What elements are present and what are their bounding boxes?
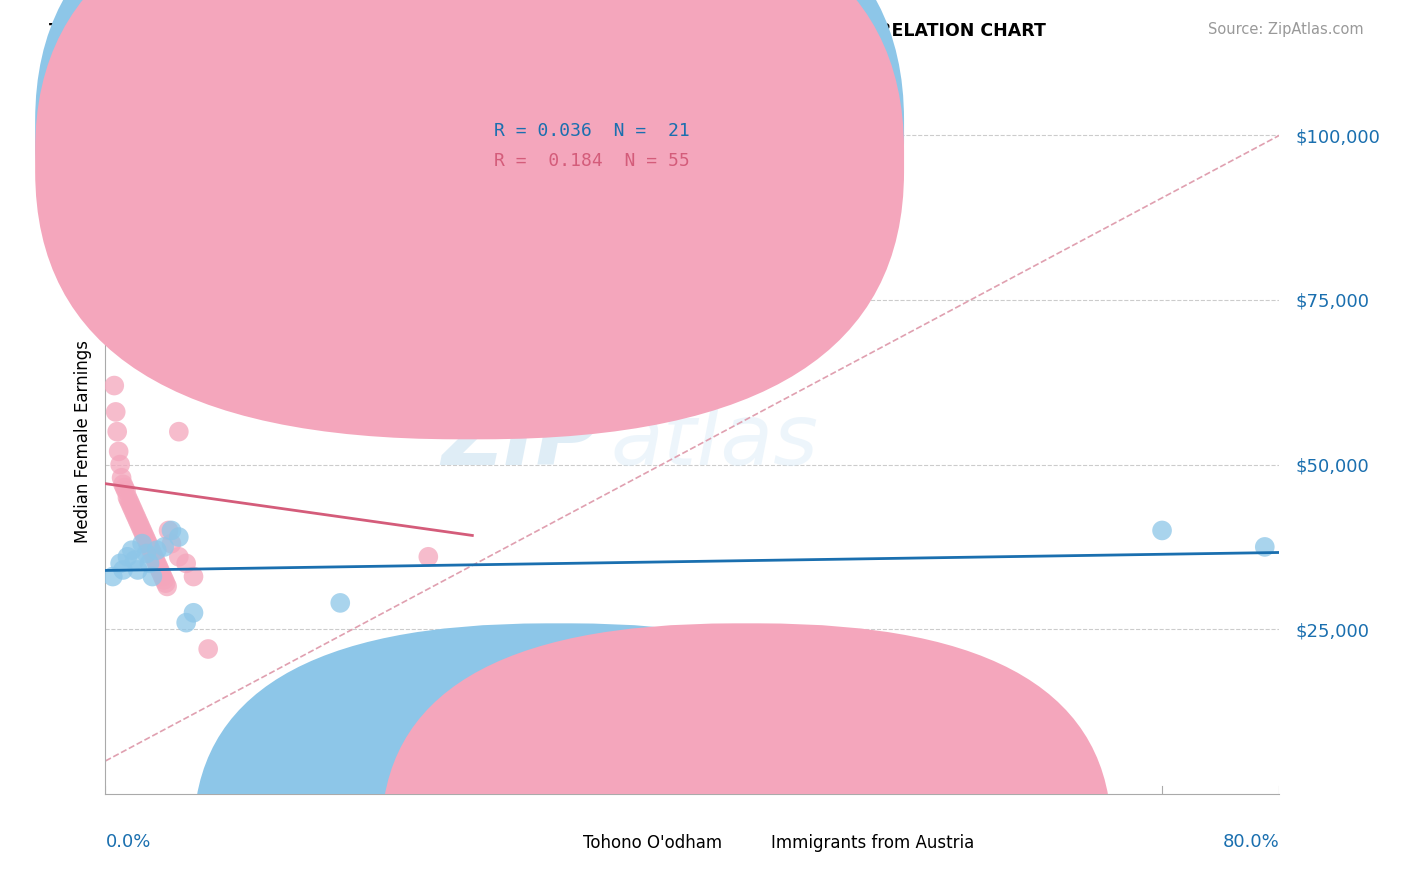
Point: [142, 549, 165, 564]
Point: [122, 504, 145, 518]
Point: [124, 507, 146, 521]
Point: [108, 458, 131, 472]
Point: [418, 549, 440, 564]
Point: [183, 569, 205, 583]
Point: [117, 549, 139, 564]
Point: [101, 569, 124, 583]
Point: [146, 543, 169, 558]
Point: [124, 553, 146, 567]
Point: [388, 655, 411, 669]
FancyBboxPatch shape: [381, 624, 1112, 892]
FancyBboxPatch shape: [194, 624, 924, 892]
Text: 80.0%: 80.0%: [1223, 832, 1279, 851]
Point: [120, 497, 142, 511]
Text: R = 0.036  N =  21: R = 0.036 N = 21: [494, 122, 689, 140]
Point: [359, 655, 381, 669]
Text: R =  0.184  N = 55: R = 0.184 N = 55: [494, 152, 689, 169]
Point: [167, 549, 190, 564]
Point: [1254, 540, 1277, 554]
Point: [98, 214, 121, 228]
Point: [118, 493, 141, 508]
Point: [115, 483, 138, 498]
Point: [131, 536, 153, 550]
Text: ZIP: ZIP: [441, 400, 599, 483]
Point: [197, 642, 219, 657]
Point: [103, 378, 125, 392]
Text: TOHONO O'ODHAM VS IMMIGRANTS FROM AUSTRIA MEDIAN FEMALE EARNINGS CORRELATION CHA: TOHONO O'ODHAM VS IMMIGRANTS FROM AUSTRI…: [49, 22, 1046, 40]
Point: [114, 481, 136, 495]
Point: [136, 536, 159, 550]
Point: [153, 573, 176, 587]
Point: [141, 547, 163, 561]
Point: [135, 533, 157, 548]
Point: [131, 524, 153, 538]
Point: [139, 543, 162, 558]
Text: Source: ZipAtlas.com: Source: ZipAtlas.com: [1208, 22, 1364, 37]
Point: [167, 530, 190, 544]
Point: [129, 520, 152, 534]
Point: [138, 540, 160, 554]
Point: [117, 491, 139, 505]
Point: [132, 526, 155, 541]
Point: [108, 557, 131, 571]
Point: [104, 405, 127, 419]
Y-axis label: Median Female Earnings: Median Female Earnings: [73, 340, 91, 543]
Point: [112, 563, 135, 577]
Point: [105, 425, 128, 439]
Point: [107, 444, 129, 458]
Point: [148, 559, 170, 574]
Point: [155, 576, 177, 591]
Point: [211, 359, 233, 373]
Text: Immigrants from Austria: Immigrants from Austria: [770, 833, 974, 852]
Point: [174, 615, 197, 630]
Point: [128, 516, 150, 531]
Point: [157, 524, 180, 538]
Point: [152, 569, 174, 583]
Point: [135, 547, 157, 561]
Point: [153, 540, 176, 554]
Point: [146, 557, 169, 571]
Point: [101, 293, 124, 307]
Point: [100, 273, 122, 287]
Text: 0.0%: 0.0%: [105, 832, 150, 851]
Point: [97, 207, 120, 221]
Point: [110, 471, 132, 485]
Point: [160, 536, 183, 550]
Point: [240, 339, 263, 353]
Point: [174, 557, 197, 571]
Point: [167, 425, 190, 439]
Point: [138, 557, 160, 571]
Point: [149, 563, 172, 577]
Point: [183, 606, 205, 620]
Text: atlas: atlas: [610, 400, 818, 483]
Point: [299, 312, 322, 326]
Point: [270, 326, 292, 340]
Point: [112, 477, 135, 491]
Point: [160, 524, 183, 538]
Point: [121, 543, 143, 558]
Point: [127, 563, 149, 577]
Point: [150, 566, 173, 581]
Point: [134, 530, 156, 544]
Point: [329, 359, 352, 373]
Point: [121, 500, 143, 515]
Point: [125, 510, 148, 524]
Point: [1150, 524, 1173, 538]
Text: Tohono O'odham: Tohono O'odham: [583, 833, 723, 852]
Point: [156, 579, 179, 593]
Point: [141, 569, 163, 583]
Point: [143, 553, 166, 567]
Point: [127, 514, 149, 528]
Point: [329, 596, 352, 610]
